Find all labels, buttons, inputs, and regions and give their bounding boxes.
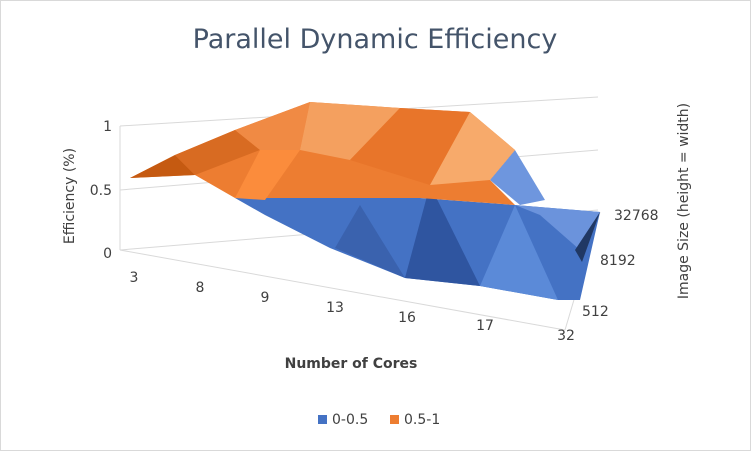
surface-patch-high-c [235, 102, 310, 150]
x-tick-9: 9 [261, 290, 270, 306]
surface-patch-high-d [300, 102, 400, 160]
depth-axis-title: Image Size (height = width) [676, 103, 692, 299]
depth-tick-512: 512 [582, 304, 609, 320]
surface-patch-high-g [235, 150, 300, 200]
x-tick-32: 32 [557, 328, 575, 344]
x-tick-8: 8 [196, 280, 205, 296]
depth-tick-labels: 512 8192 32768 [582, 208, 659, 320]
depth-tick-8192: 8192 [600, 253, 636, 269]
surface-patch-high-f [430, 112, 515, 185]
x-axis-title: Number of Cores [285, 356, 418, 372]
x-tick-3: 3 [130, 270, 139, 286]
surface-region-low [235, 150, 600, 300]
legend-swatch-high [390, 415, 399, 424]
x-tick-16: 16 [398, 310, 416, 326]
legend: 0-0.5 0.5-1 [318, 412, 440, 428]
surface-patch-low-c [480, 205, 558, 300]
y-axis-title: Efficiency (%) [62, 148, 78, 244]
chart-title: Parallel Dynamic Efficiency [193, 24, 558, 55]
surface-patch-low-a [335, 205, 405, 278]
x-tick-labels: 3 8 9 13 16 17 32 [130, 270, 575, 344]
surface-patch-low-e [490, 150, 545, 205]
x-tick-13: 13 [326, 300, 344, 316]
depth-tick-32768: 32768 [614, 208, 659, 224]
surface-patch-low-d [515, 205, 600, 250]
z-tick-labels: 1 0.5 0 [90, 119, 112, 262]
surface-region-high [130, 102, 515, 205]
z-tick-1: 1 [103, 119, 112, 135]
surface-patch-high-e [350, 108, 470, 185]
surface-patch-high-a [130, 155, 195, 178]
legend-swatch-low [318, 415, 327, 424]
surface-patch-low-f [575, 212, 600, 262]
legend-label-high: 0.5-1 [404, 412, 440, 428]
floor-front-edge [119, 249, 566, 331]
x-tick-17: 17 [476, 318, 494, 334]
surface-patch-low-b [405, 185, 480, 286]
legend-label-low: 0-0.5 [332, 412, 368, 428]
z-tick-0: 0 [103, 246, 112, 262]
surface-patch-high-b [175, 130, 260, 175]
z-tick-05: 0.5 [90, 183, 112, 199]
